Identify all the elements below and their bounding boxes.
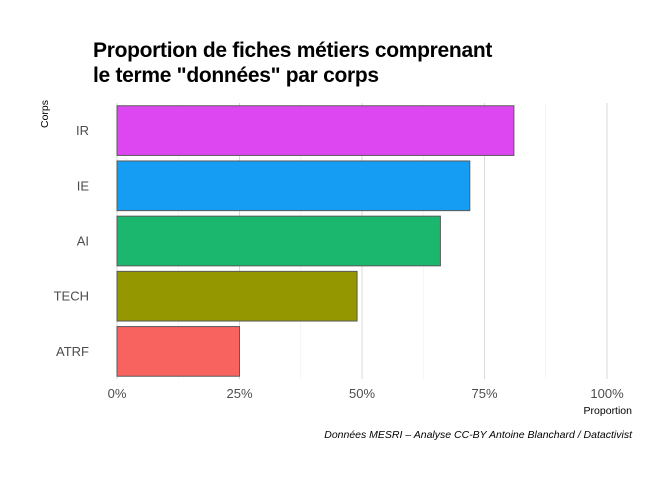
y-tick-labels: IR IE AI TECH ATRF: [54, 123, 90, 359]
bar-ir: [116, 105, 515, 156]
x-tick-label: 50%: [349, 386, 375, 401]
chart-title: Proportion de fiches métiers comprenant …: [93, 38, 492, 88]
bar-ie: [116, 160, 471, 212]
y-tick-label-ir: IR: [76, 123, 89, 138]
x-axis-title: Proportion: [584, 405, 633, 417]
bar-atrf: [116, 326, 240, 377]
y-tick-label-tech: TECH: [54, 289, 89, 304]
chart-title-line-1: Proportion de fiches métiers comprenant: [93, 39, 493, 62]
y-tick-label-ai: AI: [77, 234, 89, 249]
x-tick-label: 25%: [226, 386, 252, 401]
y-tick-label-ie: IE: [77, 178, 90, 193]
bars: [116, 105, 515, 377]
y-axis-title: Corps: [39, 100, 51, 128]
chart-title-line-2: le terme "données" par corps: [93, 64, 379, 87]
bar-ai: [116, 215, 441, 267]
x-tick-label: 100%: [590, 386, 624, 401]
x-tick-label: 0%: [108, 386, 127, 401]
x-tick-label: 75%: [471, 386, 497, 401]
bar-tech: [116, 270, 358, 322]
chart-caption: Données MESRI – Analyse CC-BY Antoine Bl…: [324, 429, 633, 441]
x-tick-labels: 0% 25% 50% 75% 100%: [108, 386, 624, 401]
y-tick-label-atrf: ATRF: [56, 344, 89, 359]
